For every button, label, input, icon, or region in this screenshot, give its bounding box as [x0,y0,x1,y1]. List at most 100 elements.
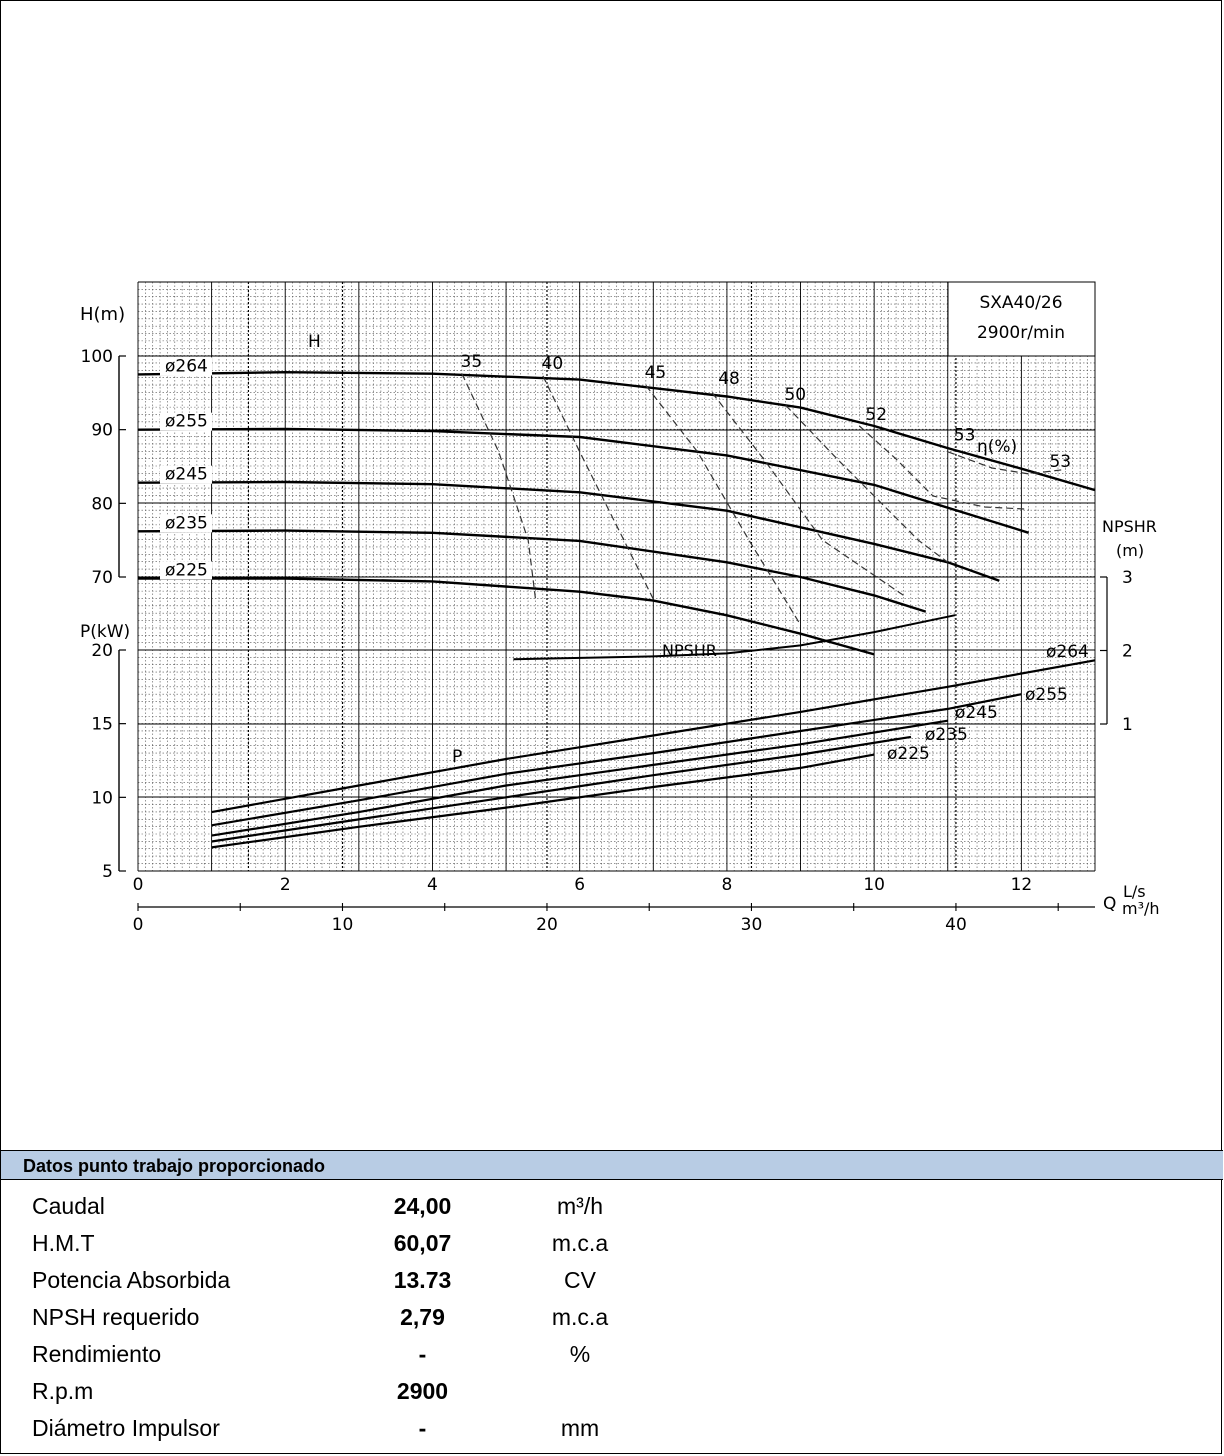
head-curve-4 [138,577,875,656]
power-curve-3 [211,735,912,843]
npshr-axis-tick-label: 2 [1122,642,1133,662]
npshr-curve [513,614,956,661]
efficiency-line-3 [711,392,904,596]
efficiency-label-0: 35 [461,352,483,372]
power-curve-label-2: ø245 [955,703,998,723]
flow-m3h-tick-label: 0 [133,915,144,935]
efficiency-line-6 [947,451,1066,475]
power-curve-4 [211,753,875,849]
row-unit: m.c.a [551,1230,609,1256]
flow-m3h-unit: m³/h [1122,899,1160,918]
flow-q-label: Q [1103,894,1116,914]
head-curve-label-bg [160,412,212,431]
efficiency-unit-label: η(%) [977,437,1017,457]
efficiency-label-3: 48 [718,369,740,389]
table-row: Diámetro Impulsor - mm [0,1409,1224,1446]
efficiency-line-0 [461,373,537,600]
panel-title: Datos punto trabajo proporcionado [23,1156,325,1176]
npshr-axis-tick-label: 1 [1122,715,1133,735]
power-curve-label-3: ø235 [925,725,968,745]
power-curve-label-4: ø225 [887,744,930,764]
power-curve-label-0: ø264 [1046,642,1089,662]
efficiency-label-1: 40 [542,354,564,374]
row-value: 60,07 [393,1230,452,1256]
head-curve-label-2: ø245 [165,465,208,485]
npshr-axis-unit: (m) [1116,541,1144,560]
head-axis-label: H(m) [80,304,125,325]
row-value: 2900 [396,1378,449,1404]
row-value: 2,79 [400,1304,445,1330]
row-value: - [418,1341,427,1367]
table-row: Caudal 24,00 m³/h [0,1187,1224,1224]
flow-ls-tick-label: 6 [574,875,585,895]
efficiency-line-5 [858,425,1029,510]
power-curve-label-1: ø255 [1025,685,1068,705]
npshr-axis-tick-label: 3 [1122,568,1133,588]
head-curve-label-4: ø225 [165,560,208,580]
flow-ls-tick-label: 0 [133,875,144,895]
head-axis-tick-label: 70 [91,568,113,588]
power-group-label: P [452,747,462,767]
efficiency-label-6: 53 [954,426,976,446]
head-curve-label-bg [160,465,212,484]
head-curve-2 [137,480,1000,582]
head-curve-label-bg [160,514,212,533]
efficiency-line-2 [645,385,802,626]
flow-ls-tick-label: 2 [280,875,291,895]
flow-ls-tick-label: 12 [1011,875,1033,895]
head-axis-tick-label: 80 [91,494,113,514]
flow-m3h-tick-label: 10 [332,915,354,935]
power-axis-label: P(kW) [80,622,130,642]
row-label: R.p.m [32,1378,94,1404]
flow-ls-tick-label: 4 [427,875,438,895]
model-label: SXA40/26 [979,293,1062,313]
speed-label: 2900r/min [977,323,1065,343]
row-unit: m³/h [557,1193,603,1219]
row-label: H.M.T [32,1230,95,1256]
row-label: Rendimiento [32,1341,162,1367]
power-axis-tick-label: 10 [91,788,113,808]
head-group-label: H [308,332,321,352]
table-row: R.p.m 2900 [0,1372,1224,1409]
table-row: Rendimiento -% [0,1335,1224,1372]
table-row: Potencia Absorbida 13.73 CV [0,1261,1224,1298]
flow-ls-tick-label: 8 [722,875,733,895]
flow-ls-tick-label: 10 [863,875,885,895]
power-axis-tick-label: 15 [91,715,113,735]
power-curve-0 [211,659,1096,814]
row-value: - [418,1415,427,1441]
head-curve-1 [137,427,1030,534]
power-curve-2 [211,719,948,837]
row-unit: mm [560,1415,600,1441]
power-curve-1 [211,693,1022,827]
head-curve-0 [137,370,1096,492]
row-value: 13.73 [393,1267,452,1293]
power-axis-tick-label: 5 [102,862,113,882]
npshr-curve-label: NPSHR [662,641,717,660]
row-label: NPSH requerido [32,1304,200,1330]
row-unit: m.c.a [551,1304,609,1330]
flow-ls-unit: L/s [1123,882,1146,901]
row-value: 24,00 [393,1193,452,1219]
efficiency-line-4 [785,404,949,563]
row-label: Potencia Absorbida [32,1267,231,1293]
panel-header: Datos punto trabajo proporcionado [1,1150,1223,1180]
row-label: Caudal [32,1193,105,1219]
npshr-axis-label: NPSHR [1102,517,1157,536]
table-row: NPSH requerido 2,79 m.c.a [0,1298,1224,1335]
flow-m3h-tick-label: 20 [536,915,558,935]
model-box [947,281,1096,357]
head-curve-3 [137,529,927,613]
head-curve-label-bg [160,357,212,376]
row-unit: % [569,1341,591,1367]
head-curve-label-3: ø235 [165,513,208,533]
efficiency-label-5: 52 [865,405,887,425]
head-curve-label-1: ø255 [165,412,208,432]
head-curve-label-0: ø264 [165,356,208,376]
efficiency-label-7: 53 [1049,452,1071,472]
row-unit: CV [564,1267,596,1293]
efficiency-label-2: 45 [645,363,667,383]
efficiency-label-4: 50 [784,385,806,405]
